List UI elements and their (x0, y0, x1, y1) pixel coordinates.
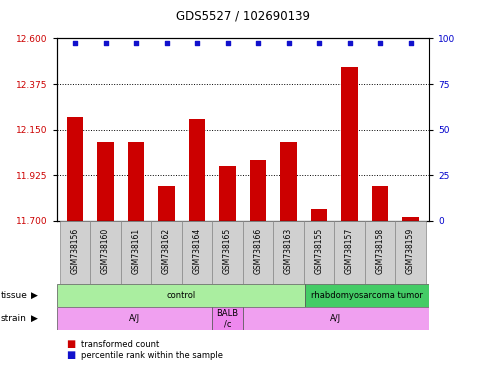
Point (315, 40, 323, 46)
Text: GSM738158: GSM738158 (376, 228, 385, 274)
Bar (365, 221, 395, 284)
Bar (243, 307, 429, 330)
Text: ■: ■ (67, 339, 76, 349)
Text: GSM738160: GSM738160 (101, 228, 110, 274)
Point (407, 40, 415, 46)
Bar (243, 221, 273, 284)
Bar (90, 221, 121, 284)
Bar (151, 221, 182, 284)
Bar (97, 142, 114, 221)
Bar (311, 209, 327, 221)
Text: ▶: ▶ (31, 291, 37, 300)
Point (254, 40, 262, 46)
Bar (402, 217, 419, 221)
Text: percentile rank within the sample: percentile rank within the sample (81, 351, 223, 360)
Bar (304, 221, 334, 284)
Text: ■: ■ (67, 350, 76, 360)
Text: GSM738164: GSM738164 (193, 228, 202, 274)
Text: strain: strain (1, 314, 27, 323)
Text: control: control (166, 291, 195, 300)
Text: tissue: tissue (1, 291, 28, 300)
Bar (57, 307, 212, 330)
Point (132, 40, 140, 46)
Bar (182, 221, 212, 284)
Bar (60, 221, 90, 284)
Text: GDS5527 / 102690139: GDS5527 / 102690139 (176, 10, 310, 23)
Point (224, 40, 232, 46)
Point (102, 40, 109, 46)
Bar (121, 221, 151, 284)
Text: GSM738159: GSM738159 (406, 228, 415, 274)
Text: BALB
/c: BALB /c (216, 309, 238, 328)
Bar (57, 284, 305, 307)
Point (71, 40, 79, 46)
Text: A/J: A/J (330, 314, 342, 323)
Bar (249, 160, 266, 221)
Bar (372, 186, 388, 221)
Point (284, 40, 292, 46)
Text: GSM738157: GSM738157 (345, 228, 354, 274)
Bar (219, 166, 236, 221)
Bar (67, 118, 83, 221)
Text: rhabdomyosarcoma tumor: rhabdomyosarcoma tumor (311, 291, 423, 300)
Bar (158, 186, 175, 221)
Bar (280, 142, 297, 221)
Text: transformed count: transformed count (81, 340, 160, 349)
Bar (395, 221, 426, 284)
Point (163, 40, 171, 46)
Text: GSM738162: GSM738162 (162, 228, 171, 274)
Bar (128, 142, 144, 221)
Point (193, 40, 201, 46)
Point (346, 40, 353, 46)
Bar (305, 284, 429, 307)
Text: GSM738163: GSM738163 (284, 228, 293, 274)
Bar (212, 307, 243, 330)
Text: GSM738166: GSM738166 (253, 228, 263, 274)
Text: GSM738165: GSM738165 (223, 228, 232, 274)
Bar (212, 221, 243, 284)
Point (376, 40, 384, 46)
Bar (341, 67, 358, 221)
Text: A/J: A/J (129, 314, 140, 323)
Text: GSM738155: GSM738155 (315, 228, 323, 274)
Bar (334, 221, 365, 284)
Bar (189, 119, 206, 221)
Text: GSM738156: GSM738156 (70, 228, 79, 274)
Text: GSM738161: GSM738161 (132, 228, 141, 274)
Text: ▶: ▶ (31, 314, 37, 323)
Bar (273, 221, 304, 284)
